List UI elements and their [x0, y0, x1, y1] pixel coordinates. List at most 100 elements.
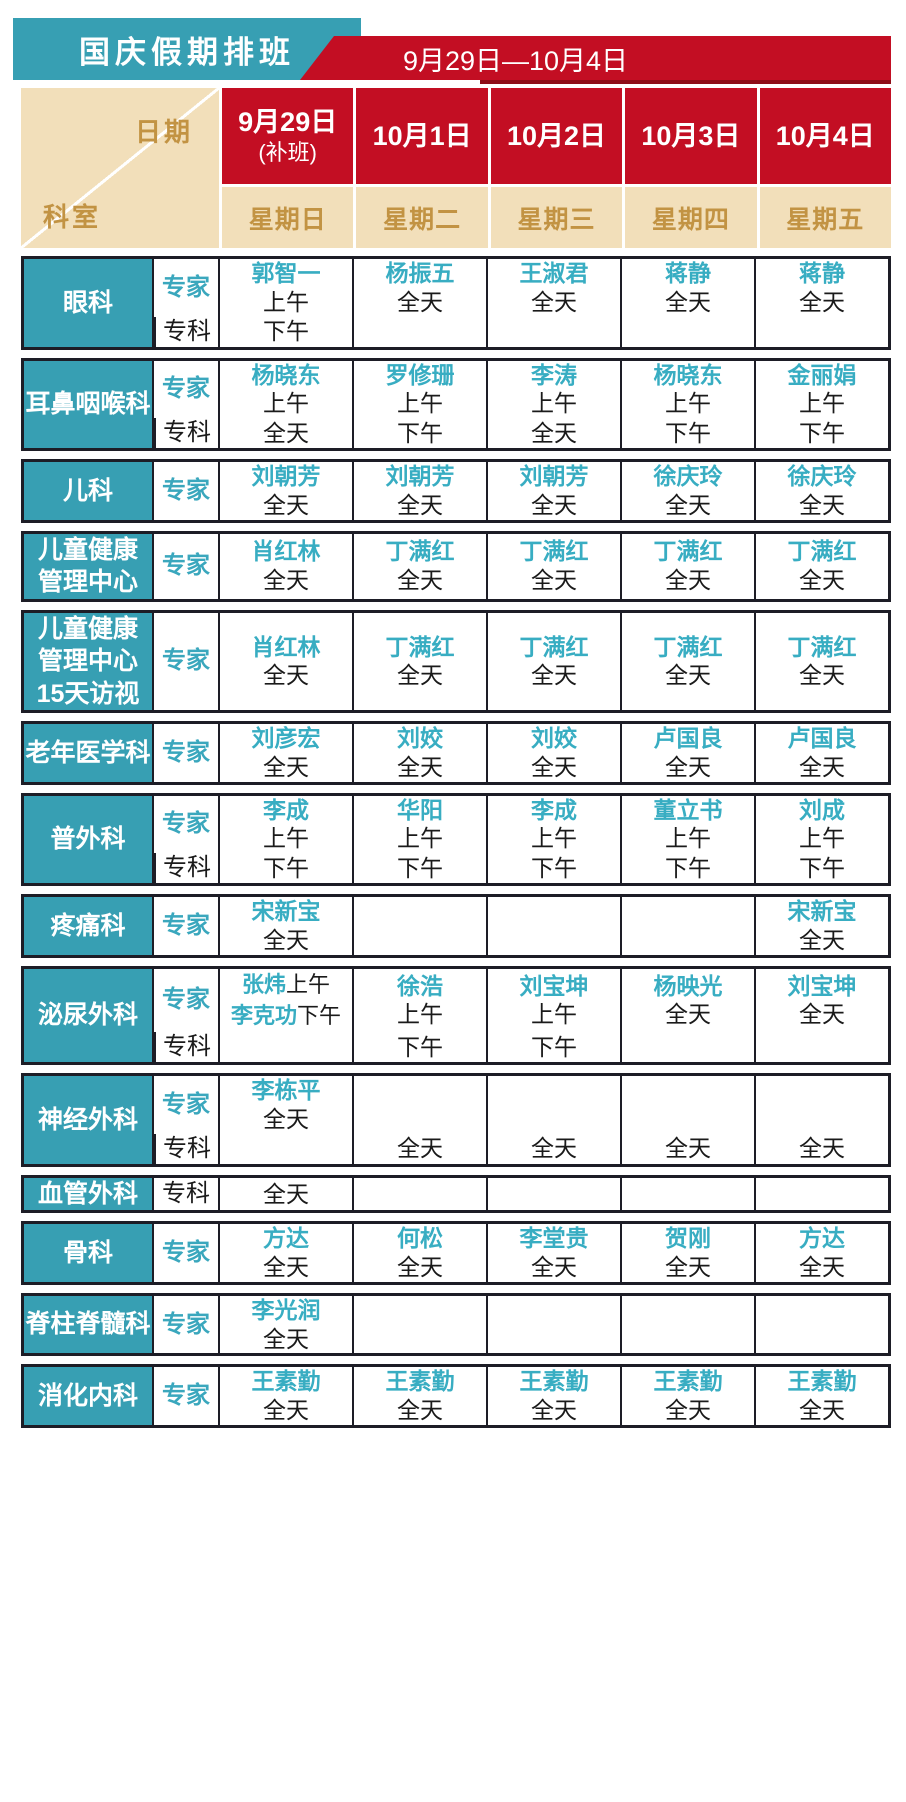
schedule-cell: 金丽娟 上午	[754, 360, 888, 418]
department-name-line: 疼痛科	[50, 911, 126, 940]
date-note: (补班)	[258, 140, 318, 165]
row-type-text: 专家	[162, 810, 210, 838]
doctor-name: 郭智一	[251, 260, 321, 286]
schedule-header-table: 日期 科室 9月29日 (补班) 10月1日 10月2日 10月3日 10月4日 星期日 星期…	[21, 88, 891, 248]
doctor-name: 卢国良	[653, 725, 723, 751]
schedule-cell: 刘姣 全天	[486, 724, 620, 782]
schedule-cell: 王淑君 全天	[486, 259, 620, 317]
shift-time: 全天	[397, 1397, 443, 1424]
department-block: 神经外科 专家 李栋平 全天 专科 全天 全天 全天 全天	[21, 1073, 891, 1167]
row-type-text: 专家	[162, 1382, 210, 1410]
row-type-label: 专家	[154, 1367, 218, 1425]
row-type-label: 专科	[154, 1032, 218, 1063]
schedule-cell: 下午	[754, 418, 888, 448]
department-name-line: 消化内科	[37, 1381, 138, 1410]
shift-time: 全天	[799, 567, 845, 593]
department-block: 消化内科 专家 王素勤 全天 王素勤 全天 王素勤 全天 王素勤 全天 王素勤 全天	[21, 1364, 891, 1428]
shift-time: 全天	[263, 1397, 309, 1424]
doctor-name: 徐浩	[397, 972, 443, 999]
doctor-name: 杨晓东	[251, 361, 321, 388]
row-type-label: 专家	[154, 1224, 218, 1282]
doctor-name: 李成	[263, 796, 309, 823]
doctor-name: 刘宝坤	[787, 972, 857, 999]
shift-time: 下午	[799, 854, 845, 881]
schedule-cell: 刘宝坤 全天	[754, 968, 888, 1033]
shift-time: 全天	[799, 753, 845, 780]
schedule-cell: 丁满红 全天	[352, 612, 486, 710]
schedule-cell	[352, 1177, 486, 1211]
doctor-name: 杨晓东	[653, 361, 723, 388]
department-block: 普外科 专家 李成 上午 华阳 上午 李成 上午 董立书 上午 刘成 上午 专科 下午 下午 下午 下午 下午	[21, 792, 891, 886]
schedule-cell: 下午	[352, 1032, 486, 1063]
department-name-line: 眼科	[62, 288, 113, 317]
shift-time: 全天	[531, 1397, 577, 1424]
department-cell: 耳鼻咽喉科	[24, 360, 154, 448]
schedule-cell: 贺刚 全天	[620, 1224, 754, 1282]
schedule-cell: 丁满红 全天	[754, 533, 888, 599]
row-type-text: 专科	[162, 1180, 210, 1208]
banner-shadow-strip	[480, 80, 891, 84]
department-name-line: 管理中心	[37, 568, 138, 596]
shift-time: 上午	[799, 390, 845, 417]
schedule-cell: 全天	[620, 1133, 754, 1164]
schedule-cell	[352, 897, 486, 955]
shift-time: 全天	[799, 288, 845, 315]
doctor-name: 徐庆玲	[653, 463, 723, 489]
schedule-cell: 刘朝芳 全天	[486, 462, 620, 520]
shift-time: 上午	[263, 825, 309, 852]
date-text: 10月1日	[372, 120, 472, 151]
row-type-text: 专家	[162, 1091, 210, 1119]
date-text: 10月4日	[775, 120, 875, 151]
schedule-cell	[754, 1032, 888, 1063]
row-type-label: 专科	[154, 316, 218, 347]
corner-dept-label: 科室	[43, 202, 102, 232]
schedule-cell: 全天	[754, 1133, 888, 1164]
schedule-cell: 下午	[620, 853, 754, 883]
doctor-name: 丁满红	[653, 538, 723, 565]
shift-time: 全天	[665, 1135, 711, 1162]
shift-time: 全天	[263, 1325, 309, 1352]
schedule-cell: 下午	[486, 1032, 620, 1063]
department-block: 眼科 专家 郭智一 上午 杨振五 全天 王淑君 全天 蒋静 全天 蒋静 全天 专科 下午	[21, 256, 891, 350]
date-header-cell: 9月29日 (补班)	[219, 88, 354, 187]
shift-time: 全天	[665, 662, 711, 689]
department-cell: 血管外科	[24, 1177, 154, 1211]
doctor-name: 肖红林	[251, 633, 321, 660]
shift-time: 全天	[397, 753, 443, 780]
row-type-label: 专家	[154, 462, 218, 520]
schedule-cell: 杨晓东 上午	[620, 360, 754, 418]
schedule-cell: 全天	[218, 418, 352, 448]
row-type-text: 专家	[162, 647, 210, 675]
department-block: 疼痛科 专家 宋新宝 全天 宋新宝 全天	[21, 894, 891, 958]
row-type-label: 专家	[154, 796, 218, 854]
row-type-label: 专家	[154, 534, 218, 599]
row-type-text: 专家	[162, 738, 210, 766]
doctor-name: 宋新宝	[251, 898, 321, 924]
shift-time: 下午	[531, 1033, 577, 1060]
shift-time: 下午	[397, 1033, 443, 1060]
shift-time: 全天	[665, 491, 711, 518]
date-text: 10月3日	[641, 120, 741, 151]
shift-time: 全天	[397, 1135, 443, 1162]
schedule-cell: 蒋静 全天	[754, 259, 888, 317]
department-name-line: 老年医学科	[25, 738, 151, 767]
row-type-text: 专家	[162, 552, 210, 579]
row-type-text: 专家	[162, 273, 210, 301]
schedule-cell: 下午	[754, 853, 888, 883]
shift-time: 全天	[263, 567, 309, 593]
doctor-name: 金丽娟	[787, 361, 857, 388]
schedule-cell: 王素勤 全天	[218, 1367, 352, 1425]
department-cell: 儿科	[24, 462, 154, 520]
row-type-label: 专家	[154, 897, 218, 955]
shift-time: 全天	[397, 288, 443, 315]
shift-time: 全天	[263, 1180, 309, 1207]
department-block: 耳鼻咽喉科 专家 杨晓东 上午 罗修珊 上午 李涛 上午 杨晓东 上午 金丽娟 上午 专科 全天 下午 全天下…	[21, 357, 891, 451]
doctor-shift-pair: 李克功下午	[231, 1000, 341, 1032]
doctor-name: 罗修珊	[385, 361, 455, 388]
shift-time: 全天	[665, 1254, 711, 1281]
doctor-name: 徐庆玲	[787, 463, 857, 489]
date-range-banner: 9月29日—10月4日	[300, 36, 891, 80]
schedule-cell: 李堂贵 全天	[486, 1224, 620, 1282]
schedule-cell: 蒋静 全天	[620, 259, 754, 317]
row-type-text: 专科	[163, 419, 211, 446]
